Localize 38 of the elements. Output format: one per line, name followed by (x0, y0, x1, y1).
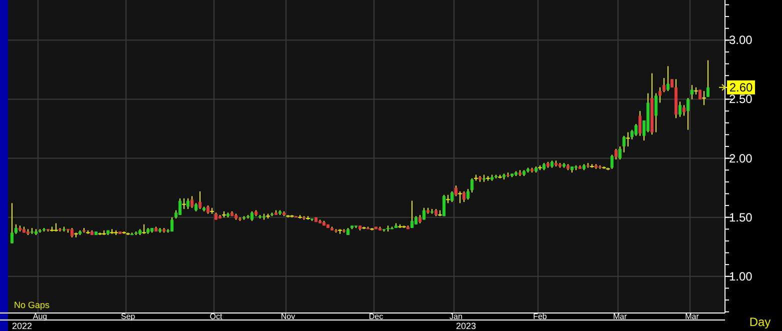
candlestick (666, 66, 670, 92)
x-tick-label: Nov (280, 312, 296, 321)
candlestick (250, 210, 254, 222)
candlestick (638, 110, 642, 136)
text: 2022 (12, 321, 32, 331)
candlestick (14, 224, 18, 234)
y-tick-label: 1.00 (729, 269, 753, 284)
x-tick-label: Jan (450, 312, 462, 321)
candlestick (634, 124, 638, 136)
text: Day (749, 315, 771, 329)
candlestick (706, 60, 710, 98)
x-tick-label: Dec (368, 312, 384, 321)
candlestick (170, 216, 174, 232)
x-tick-label: Mar (613, 312, 628, 321)
x-tick-label: Sep (120, 312, 136, 321)
text: 2.60 (729, 80, 753, 94)
candlestick (682, 104, 686, 116)
candlestick (618, 146, 622, 160)
candlestick (614, 148, 618, 160)
y-tick-label: 3.00 (729, 33, 753, 48)
text: 2023 (456, 321, 476, 331)
candlestick (410, 200, 414, 228)
candlestick (198, 190, 202, 210)
y-tick-label: 1.50 (729, 210, 753, 224)
candlestick (686, 98, 690, 130)
x-tick-label: Oct (210, 312, 223, 321)
candlestick (678, 101, 682, 118)
candlestick (654, 92, 658, 133)
candlestick (662, 77, 666, 93)
annotation: No Gaps (14, 300, 50, 310)
x-tick-label: Mar (685, 312, 700, 321)
candlestick (190, 196, 194, 208)
candlestick (466, 188, 470, 200)
x-tick-label: Feb (533, 312, 548, 321)
y-tick-label: 2.50 (729, 92, 753, 106)
candlestick (658, 86, 662, 104)
candlestick (10, 202, 14, 244)
y-tick-label: 2.00 (729, 151, 753, 166)
